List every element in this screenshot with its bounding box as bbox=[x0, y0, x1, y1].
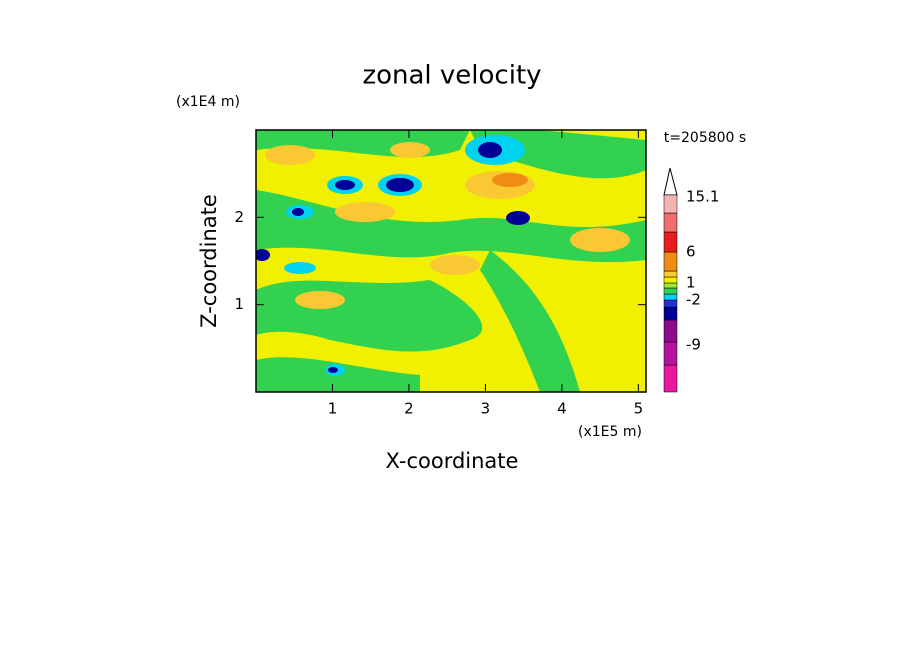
y-unit: (x1E4 m) bbox=[176, 94, 240, 110]
colorbar-tick-label: 1 bbox=[686, 274, 696, 292]
colorbar-band bbox=[663, 194, 678, 214]
x-tick-label: 2 bbox=[404, 400, 414, 418]
colorbar-band bbox=[663, 299, 678, 308]
plot-frame bbox=[255, 129, 647, 393]
contour-field bbox=[256, 130, 646, 392]
y-axis-label: Z-coordinate bbox=[197, 194, 221, 328]
colorbar-band bbox=[663, 282, 678, 289]
y-tick-label: 2 bbox=[234, 208, 244, 226]
chart-title: zonal velocity bbox=[362, 61, 541, 91]
colorbar-tick-label: 6 bbox=[686, 243, 696, 261]
colorbar-band bbox=[663, 293, 678, 301]
colorbar-band bbox=[663, 306, 678, 321]
colorbar-band bbox=[663, 251, 678, 272]
x-axis-label: X-coordinate bbox=[386, 449, 519, 473]
colorbar-band bbox=[663, 364, 678, 393]
colorbar-extend bbox=[663, 167, 678, 196]
colorbar: -9 -21 6 15.1 bbox=[663, 188, 719, 393]
x-tick-label: 5 bbox=[634, 400, 644, 418]
colorbar-band bbox=[663, 212, 678, 233]
x-tick-label: 4 bbox=[557, 400, 567, 418]
colorbar-band bbox=[663, 287, 678, 295]
time-label: t=205800 s bbox=[664, 130, 746, 146]
x-unit: (x1E5 m) bbox=[578, 424, 642, 440]
colorbar-band bbox=[663, 341, 678, 366]
colorbar-tick-label: 15.1 bbox=[686, 188, 719, 206]
colorbar-band bbox=[663, 319, 678, 343]
x-tick-label: 3 bbox=[481, 400, 491, 418]
colorbar-tick-label: -9 bbox=[686, 336, 701, 354]
colorbar-band bbox=[663, 270, 678, 278]
colorbar-tick-label: -2 bbox=[686, 291, 701, 309]
x-tick-label: 1 bbox=[328, 400, 338, 418]
colorbar-band bbox=[663, 276, 678, 284]
y-tick-label: 1 bbox=[234, 295, 244, 313]
colorbar-band bbox=[663, 231, 678, 253]
